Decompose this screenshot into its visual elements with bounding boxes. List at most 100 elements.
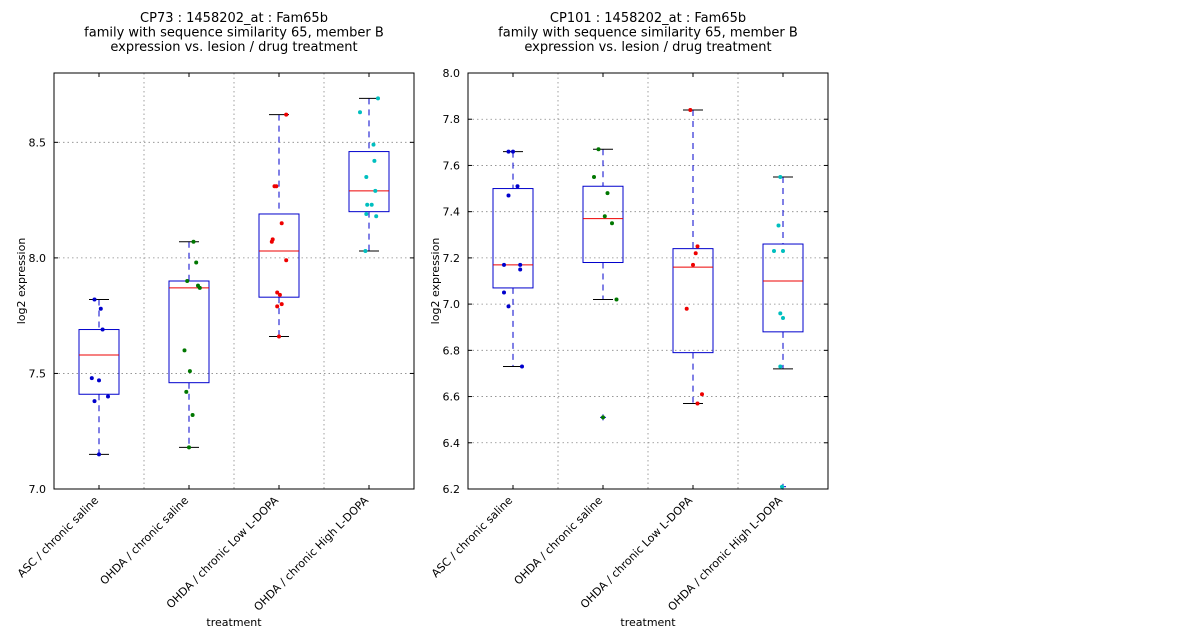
data-point (695, 401, 700, 406)
data-point (365, 202, 370, 207)
data-point (279, 221, 284, 226)
data-point (776, 223, 781, 228)
data-point (515, 184, 520, 189)
data-point (778, 311, 783, 316)
data-point (780, 484, 785, 489)
box-iqr (348, 151, 390, 213)
y-tick-label: 6.2 (443, 483, 461, 496)
data-point (184, 389, 189, 394)
data-point (364, 175, 369, 179)
x-tick-label: ASC / chronic saline (15, 494, 101, 580)
data-point (274, 184, 279, 189)
data-point (502, 262, 506, 267)
x-axis-label: treatment (620, 616, 676, 629)
data-point (371, 142, 376, 147)
data-point (778, 175, 783, 179)
data-point (691, 262, 695, 267)
data-point (781, 248, 785, 253)
data-point (275, 304, 280, 309)
data-point (506, 149, 511, 154)
data-point (601, 415, 605, 420)
data-point (284, 258, 289, 263)
data-point (592, 175, 596, 179)
y-tick-label: 7.5 (29, 367, 47, 380)
data-point (185, 279, 190, 283)
y-tick-label: 8.0 (29, 252, 47, 265)
y-tick-label: 7.8 (443, 113, 461, 126)
chart-title-line: expression vs. lesion / drug treatment (110, 40, 357, 55)
data-point (376, 96, 380, 101)
data-point (778, 364, 783, 369)
y-tick-label: 7.4 (443, 206, 461, 219)
y-tick-label: 7.0 (29, 483, 47, 496)
data-point (605, 191, 610, 196)
data-point (781, 315, 785, 320)
data-point (187, 445, 191, 450)
box-plot-group (168, 241, 210, 448)
data-point (284, 112, 289, 117)
data-point (506, 193, 511, 198)
data-point (693, 251, 698, 256)
data-point (269, 239, 274, 244)
y-tick-label: 6.8 (443, 344, 461, 357)
data-point (194, 260, 199, 265)
data-point (518, 267, 523, 272)
data-point (684, 306, 689, 311)
data-point (364, 211, 369, 216)
plot-area-frame (467, 72, 829, 490)
y-tick-label: 8.5 (29, 136, 47, 149)
data-point (688, 107, 693, 112)
box-plot-group (762, 176, 804, 490)
data-point (520, 364, 524, 369)
data-point (279, 302, 284, 307)
chart-title-line: CP101 : 1458202_at : Fam65b (550, 11, 746, 26)
data-point (97, 378, 101, 383)
data-point (98, 306, 103, 311)
y-tick-label: 7.2 (443, 252, 461, 265)
data-point (369, 202, 374, 207)
chart-title-line: CP73 : 1458202_at : Fam65b (140, 11, 328, 26)
box-plot-group (258, 114, 300, 337)
y-tick-label: 7.0 (443, 298, 461, 311)
data-point (772, 248, 776, 253)
x-tick-label: OHDA / chronic saline (98, 494, 192, 588)
data-point (614, 297, 619, 302)
data-point (197, 285, 202, 290)
data-point (518, 262, 523, 267)
data-point (97, 452, 101, 457)
data-point (700, 392, 704, 397)
box-iqr (78, 329, 120, 395)
x-tick-label: OHDA / chronic saline (512, 494, 606, 588)
box-iqr (582, 185, 624, 264)
data-point (373, 188, 378, 193)
box-plot-group (582, 148, 624, 421)
chart-title-line: expression vs. lesion / drug treatment (524, 40, 771, 55)
box-iqr (492, 188, 534, 289)
box-iqr (672, 248, 714, 354)
data-point (506, 304, 511, 309)
y-tick-label: 8.0 (443, 67, 461, 80)
data-point (596, 147, 601, 152)
data-point (92, 399, 97, 404)
data-point (372, 158, 377, 163)
x-tick-label: ASC / chronic saline (429, 494, 515, 580)
box-iqr (258, 213, 300, 298)
data-point (106, 394, 110, 399)
data-point (190, 413, 195, 418)
data-point (695, 244, 700, 249)
data-point (182, 348, 187, 353)
data-point (89, 376, 94, 381)
data-point (511, 149, 515, 154)
y-tick-label: 6.6 (443, 391, 461, 404)
data-point (358, 110, 362, 115)
y-axis-label: log2 expression (429, 238, 442, 325)
data-point (363, 248, 368, 253)
box-iqr (168, 280, 210, 384)
box-plot-group (348, 97, 390, 252)
data-point (602, 214, 607, 219)
data-point (374, 214, 379, 219)
